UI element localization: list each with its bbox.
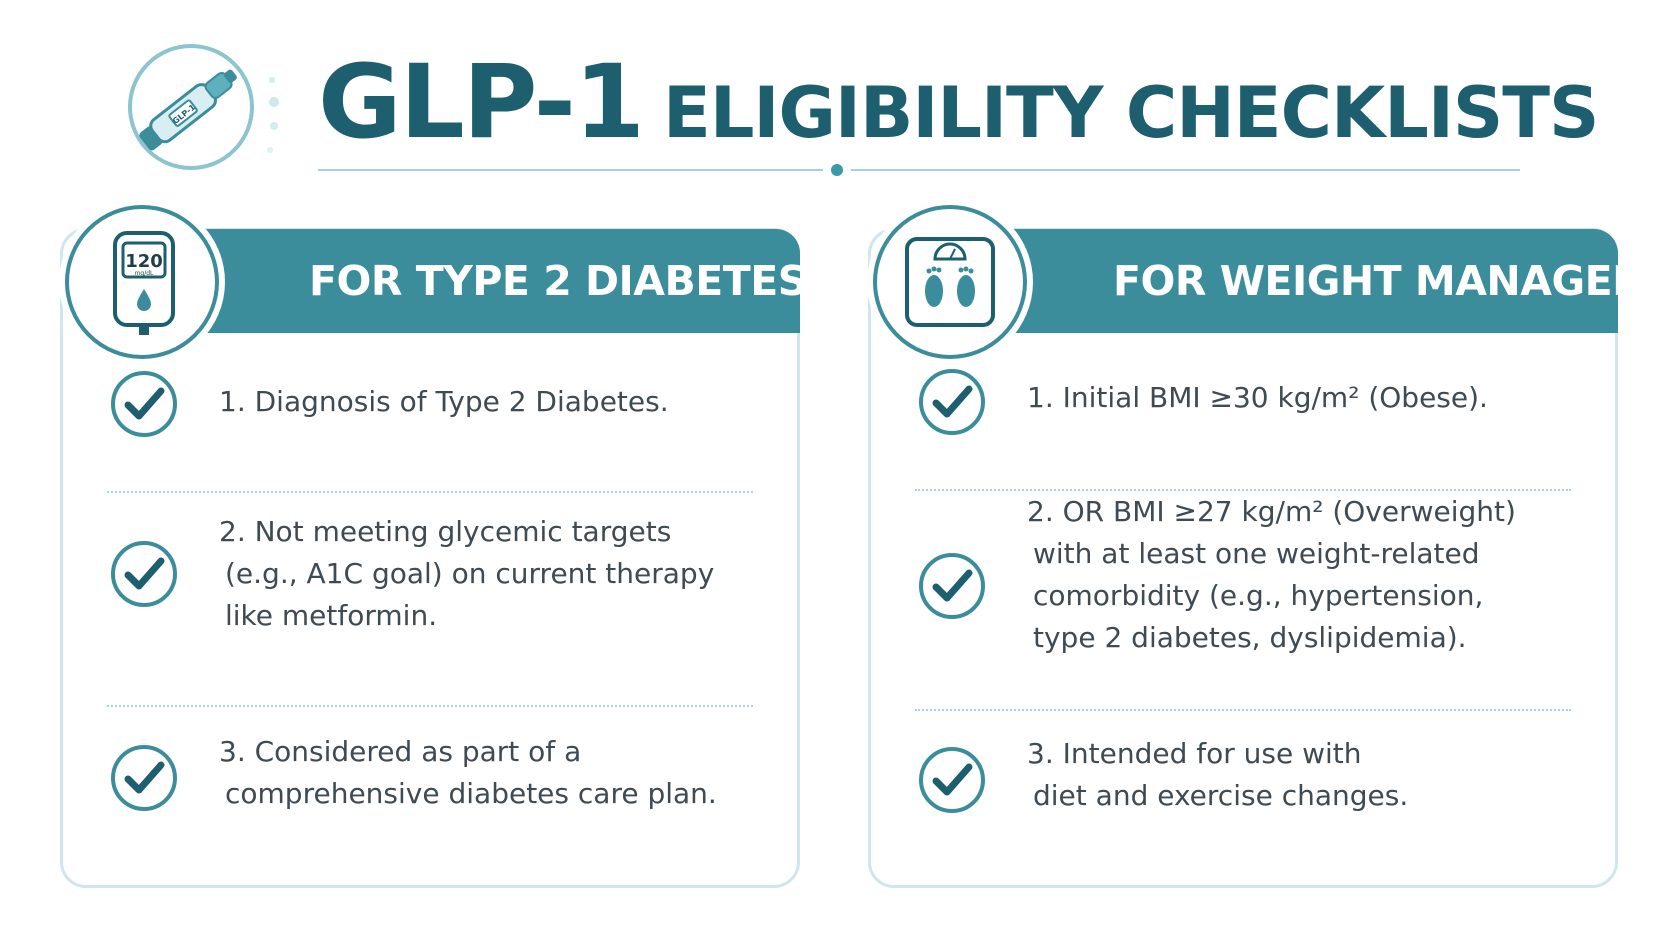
divider xyxy=(915,709,1571,711)
title-main: GLP-1 xyxy=(318,43,645,162)
item-text: diet and exercise changes. xyxy=(1033,779,1409,812)
decorative-dots xyxy=(267,77,279,153)
check-circle-icon xyxy=(919,747,985,813)
card-weight-management: FOR WEIGHT MANAGEMENT xyxy=(868,205,1672,888)
item-text: comorbidity (e.g., hypertension, xyxy=(1033,579,1484,612)
card-header: FOR WEIGHT MANAGEMENT xyxy=(951,229,1672,333)
item-text: (e.g., A1C goal) on current therapy xyxy=(225,557,715,590)
title-underline xyxy=(318,164,1520,176)
check-circle-icon xyxy=(111,541,177,607)
item-text: 1. Diagnosis of Type 2 Diabetes. xyxy=(219,385,669,418)
card-badge: 120 mg/dL xyxy=(65,205,219,359)
divider xyxy=(107,491,753,493)
item-text: 3. Intended for use with xyxy=(1027,737,1362,770)
injection-pen-icon: GLP-1 xyxy=(128,44,254,170)
check-circle-icon xyxy=(919,553,985,619)
item-text: 1. Initial BMI ≥30 kg/m² (Obese). xyxy=(1027,381,1488,414)
item-text: like metformin. xyxy=(225,599,438,632)
item-text: 2. OR BMI ≥27 kg/m² (Overweight) xyxy=(1027,495,1516,528)
item-text: 2. Not meeting glycemic targets xyxy=(219,515,672,548)
page-title: GLP-1 ELIGIBILITY CHECKLISTS xyxy=(318,48,1618,158)
item-text: comprehensive diabetes care plan. xyxy=(225,777,717,810)
check-circle-icon xyxy=(111,745,177,811)
title-rest: ELIGIBILITY CHECKLISTS xyxy=(663,72,1599,154)
title-underline-dot xyxy=(831,164,843,176)
glucose-meter-icon: 120 mg/dL xyxy=(113,231,175,335)
item-text: type 2 diabetes, dyslipidemia). xyxy=(1033,621,1467,654)
meter-reading: 120 xyxy=(125,251,163,272)
item-text: with at least one weight-related xyxy=(1033,537,1480,570)
divider xyxy=(107,705,753,707)
divider xyxy=(915,489,1571,491)
card-header: FOR TYPE 2 DIABETES xyxy=(143,229,807,333)
check-circle-icon xyxy=(111,371,177,437)
item-text: 3. Considered as part of a xyxy=(219,735,582,768)
bathroom-scale-icon xyxy=(905,237,995,327)
card-badge xyxy=(873,205,1027,359)
meter-unit: mg/dL xyxy=(135,270,154,277)
card-type2-diabetes: FOR TYPE 2 DIABETES 120 mg/dL 1. Diagnos… xyxy=(60,205,807,888)
check-circle-icon xyxy=(919,369,985,435)
